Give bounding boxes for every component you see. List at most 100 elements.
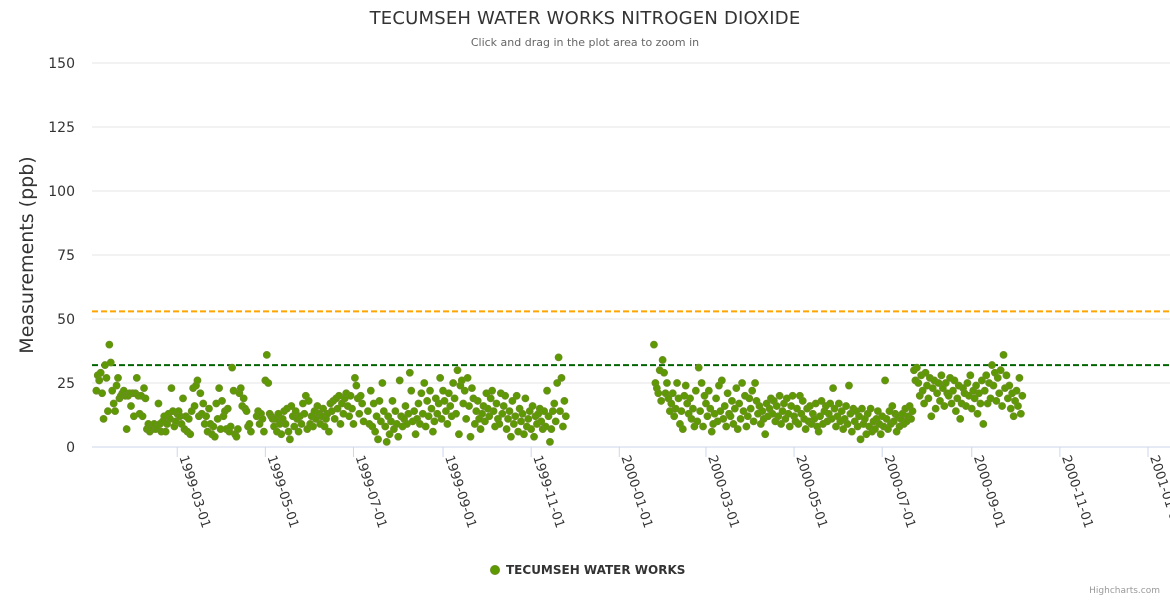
data-point[interactable] <box>505 407 514 416</box>
data-point[interactable] <box>287 402 296 410</box>
data-point[interactable] <box>427 404 436 413</box>
data-point[interactable] <box>223 404 232 413</box>
data-point[interactable] <box>988 361 996 369</box>
data-point[interactable] <box>462 414 471 423</box>
data-point[interactable] <box>499 402 508 410</box>
data-point[interactable] <box>788 391 797 400</box>
data-point[interactable] <box>1003 394 1012 403</box>
data-point[interactable] <box>414 399 423 408</box>
data-point[interactable] <box>749 417 758 426</box>
data-point[interactable] <box>193 376 202 385</box>
data-point[interactable] <box>378 379 387 387</box>
data-point[interactable] <box>839 425 848 433</box>
data-point[interactable] <box>381 422 390 431</box>
data-point[interactable] <box>521 394 530 403</box>
data-point[interactable] <box>657 397 666 405</box>
data-point[interactable] <box>473 397 482 405</box>
data-point[interactable] <box>374 435 382 444</box>
data-point[interactable] <box>199 399 208 408</box>
data-point[interactable] <box>547 425 556 433</box>
data-point[interactable] <box>186 430 195 439</box>
data-point[interactable] <box>546 437 554 446</box>
data-point[interactable] <box>102 373 111 382</box>
data-point[interactable] <box>395 376 404 385</box>
data-point[interactable] <box>967 404 976 413</box>
data-point[interactable] <box>941 379 950 387</box>
data-point[interactable] <box>424 412 433 421</box>
data-point[interactable] <box>723 389 732 398</box>
data-point[interactable] <box>816 412 824 421</box>
data-point[interactable] <box>1002 371 1011 380</box>
data-point[interactable] <box>660 368 668 377</box>
data-point[interactable] <box>1005 381 1014 390</box>
data-point[interactable] <box>492 399 501 408</box>
data-point[interactable] <box>99 414 108 423</box>
data-point[interactable] <box>554 353 563 362</box>
data-point[interactable] <box>654 389 663 398</box>
data-point[interactable] <box>470 420 479 428</box>
data-point[interactable] <box>512 391 521 400</box>
data-point[interactable] <box>777 420 785 428</box>
data-point[interactable] <box>973 409 982 418</box>
data-point[interactable] <box>518 409 527 418</box>
data-point[interactable] <box>720 402 729 410</box>
data-point[interactable] <box>437 414 446 423</box>
data-point[interactable] <box>348 404 356 413</box>
series-points[interactable] <box>92 340 1027 446</box>
data-point[interactable] <box>746 404 755 413</box>
data-point[interactable] <box>699 422 707 431</box>
data-point[interactable] <box>330 414 339 423</box>
data-point[interactable] <box>970 394 979 403</box>
data-point[interactable] <box>748 386 757 395</box>
data-point[interactable] <box>286 435 294 444</box>
data-point[interactable] <box>452 409 460 418</box>
data-point[interactable] <box>702 399 710 408</box>
data-point[interactable] <box>466 432 475 441</box>
data-point[interactable] <box>388 397 397 405</box>
data-point[interactable] <box>105 340 114 349</box>
data-point[interactable] <box>1016 409 1025 418</box>
data-point[interactable] <box>881 376 889 385</box>
data-point[interactable] <box>430 417 439 426</box>
data-point[interactable] <box>498 409 507 418</box>
data-point[interactable] <box>832 422 840 431</box>
data-point[interactable] <box>712 394 720 403</box>
data-point[interactable] <box>349 420 358 428</box>
data-point[interactable] <box>258 414 267 423</box>
data-point[interactable] <box>520 430 528 439</box>
data-point[interactable] <box>543 386 551 395</box>
data-point[interactable] <box>686 394 694 403</box>
data-point[interactable] <box>109 399 118 408</box>
data-point[interactable] <box>508 397 517 405</box>
data-point[interactable] <box>677 407 686 416</box>
data-point[interactable] <box>829 384 837 393</box>
data-point[interactable] <box>410 407 419 416</box>
data-point[interactable] <box>375 397 384 405</box>
data-point[interactable] <box>761 430 770 439</box>
data-point[interactable] <box>226 422 235 431</box>
data-point[interactable] <box>1009 412 1018 421</box>
data-point[interactable] <box>132 373 141 382</box>
data-point[interactable] <box>161 427 170 436</box>
data-point[interactable] <box>507 432 515 441</box>
data-point[interactable] <box>951 407 960 416</box>
data-point[interactable] <box>936 397 944 405</box>
data-point[interactable] <box>928 384 937 393</box>
data-point[interactable] <box>650 340 658 349</box>
data-point[interactable] <box>949 386 957 395</box>
data-point[interactable] <box>729 420 738 428</box>
data-point[interactable] <box>992 397 1001 405</box>
data-point[interactable] <box>524 414 533 423</box>
data-point[interactable] <box>202 412 211 421</box>
data-point[interactable] <box>882 414 891 423</box>
data-point[interactable] <box>798 397 807 405</box>
data-point[interactable] <box>732 384 741 393</box>
data-point[interactable] <box>401 402 410 410</box>
data-point[interactable] <box>673 379 681 387</box>
data-point[interactable] <box>678 425 687 433</box>
data-point[interactable] <box>319 404 328 413</box>
data-point[interactable] <box>127 402 135 410</box>
data-point[interactable] <box>236 384 245 393</box>
data-point[interactable] <box>294 427 303 436</box>
